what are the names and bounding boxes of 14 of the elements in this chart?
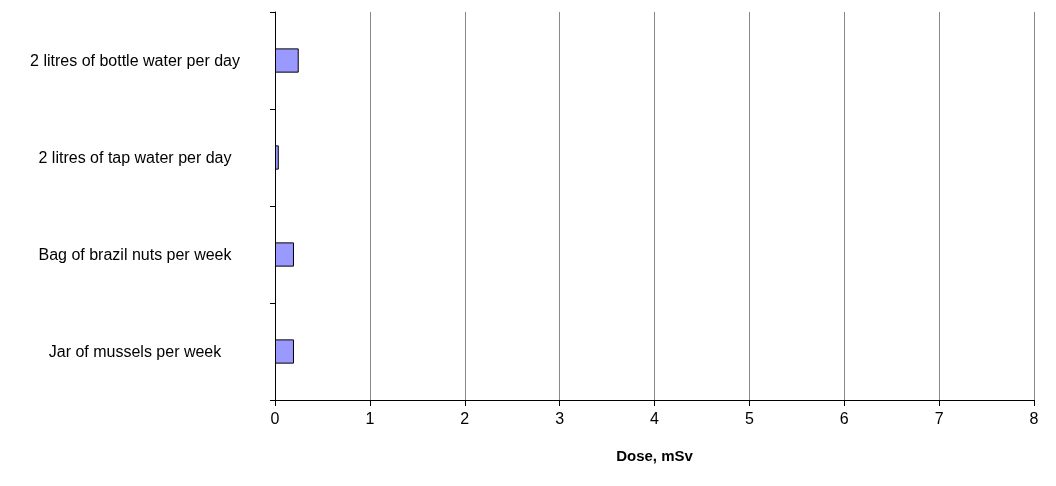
x-tick-label: 5 <box>744 409 754 427</box>
y-tick-label: 2 litres of bottle water per day <box>30 52 240 69</box>
x-tick-label: 4 <box>650 409 660 427</box>
x-axis-title: Dose, mSv <box>616 447 694 464</box>
y-tick-label: 2 litres of tap water per day <box>38 149 232 166</box>
x-tick-label: 2 <box>460 409 470 427</box>
x-tick-label: 3 <box>555 409 565 427</box>
y-tick-label: Jar of mussels per week <box>48 343 223 360</box>
x-tick-label: 1 <box>365 409 375 427</box>
x-tick-label: 8 <box>1029 409 1039 427</box>
x-tick-label: 0 <box>270 409 280 427</box>
x-tick-label: 6 <box>839 409 849 427</box>
y-tick-label: Bag of brazil nuts per week <box>38 246 233 263</box>
x-tick-label: 7 <box>934 409 944 427</box>
